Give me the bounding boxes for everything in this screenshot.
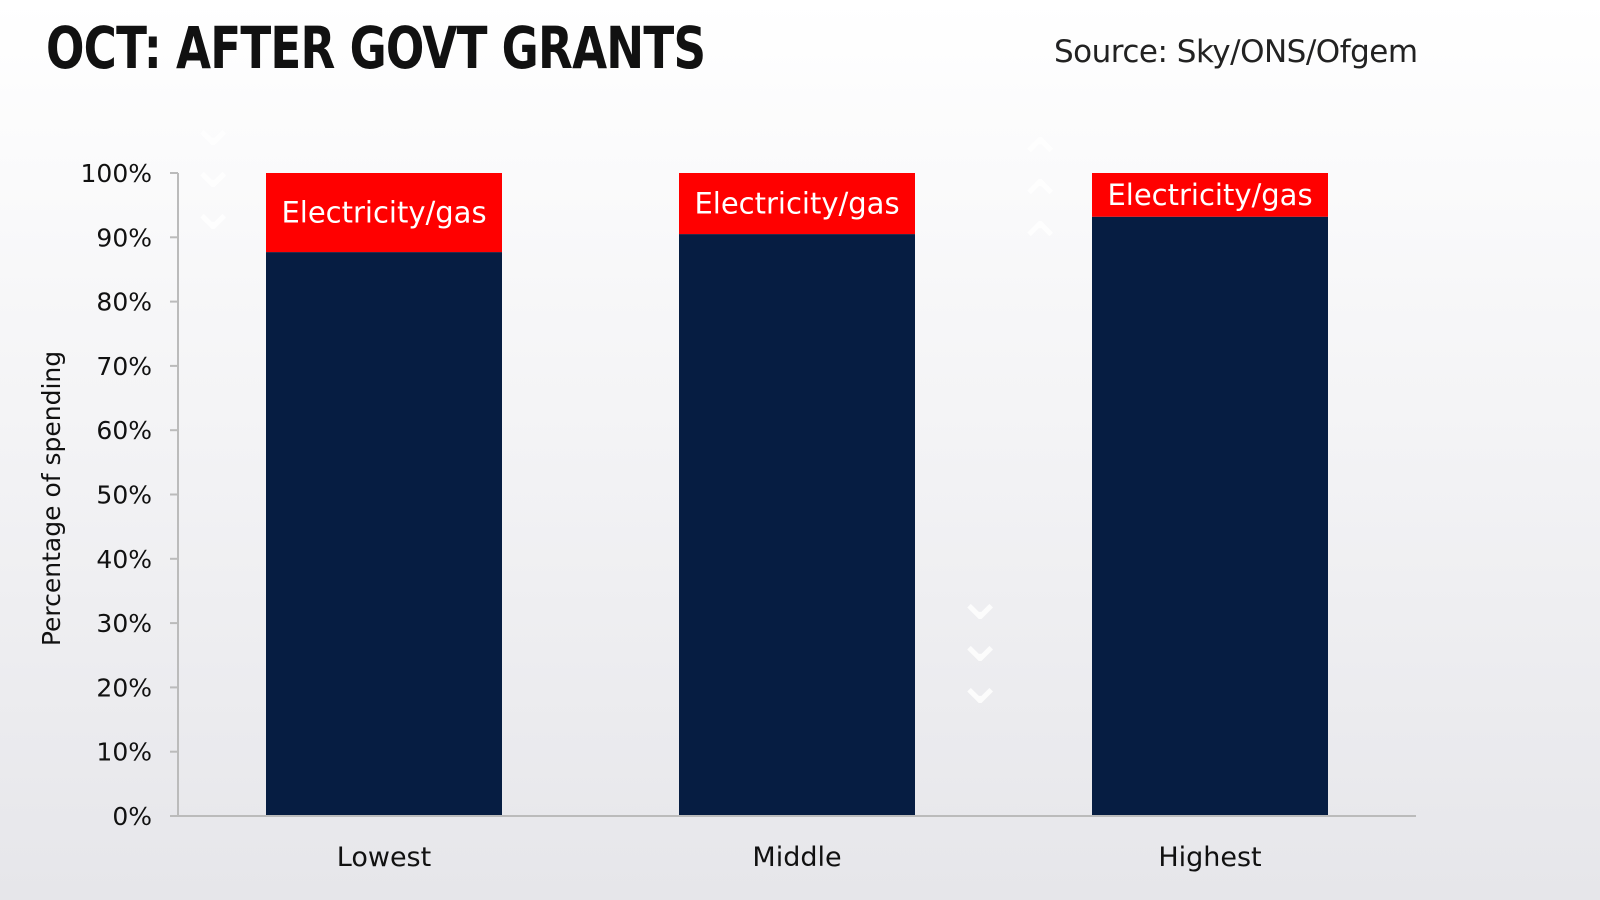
bar-electricity-gas: [266, 173, 502, 253]
y-tick-label: 80%: [96, 288, 152, 317]
chart-title: OCT: AFTER GOVT GRANTS: [46, 14, 706, 82]
x-category-label: Middle: [752, 842, 841, 873]
source-note: Source: Sky/ONS/Ofgem: [1054, 34, 1418, 70]
y-tick-label: 40%: [96, 545, 152, 574]
segment-label-electricity-gas: Electricity/gas: [1107, 178, 1312, 212]
y-tick-label: 0%: [112, 802, 152, 831]
decorative-chevrons-icon: ⌄ ⌄ ⌄: [188, 90, 239, 244]
bar-electricity-gas: [1092, 173, 1328, 217]
y-tick-label: 100%: [81, 159, 152, 188]
y-tick-label: 70%: [96, 352, 152, 381]
y-axis-title: Percentage of spending: [37, 351, 66, 646]
decorative-chevrons-icon: ⌄ ⌄ ⌄: [955, 564, 1006, 718]
y-tick-label: 60%: [96, 416, 152, 445]
y-tick-label: 20%: [96, 673, 152, 702]
x-category-label: Highest: [1158, 842, 1261, 873]
y-tick-label: 50%: [96, 481, 152, 510]
bar-electricity-gas: [679, 173, 915, 235]
segment-label-electricity-gas: Electricity/gas: [694, 187, 899, 221]
x-category-label: Lowest: [337, 842, 431, 873]
bar-other-spending: [266, 252, 502, 817]
y-tick-label: 10%: [96, 738, 152, 767]
y-tick-label: 30%: [96, 609, 152, 638]
bar-other-spending: [1092, 216, 1328, 816]
bar-other-spending: [679, 234, 915, 816]
decorative-chevrons-icon: ⌃ ⌃ ⌃: [1015, 126, 1066, 280]
y-tick-label: 90%: [96, 223, 152, 252]
segment-label-electricity-gas: Electricity/gas: [281, 196, 486, 230]
